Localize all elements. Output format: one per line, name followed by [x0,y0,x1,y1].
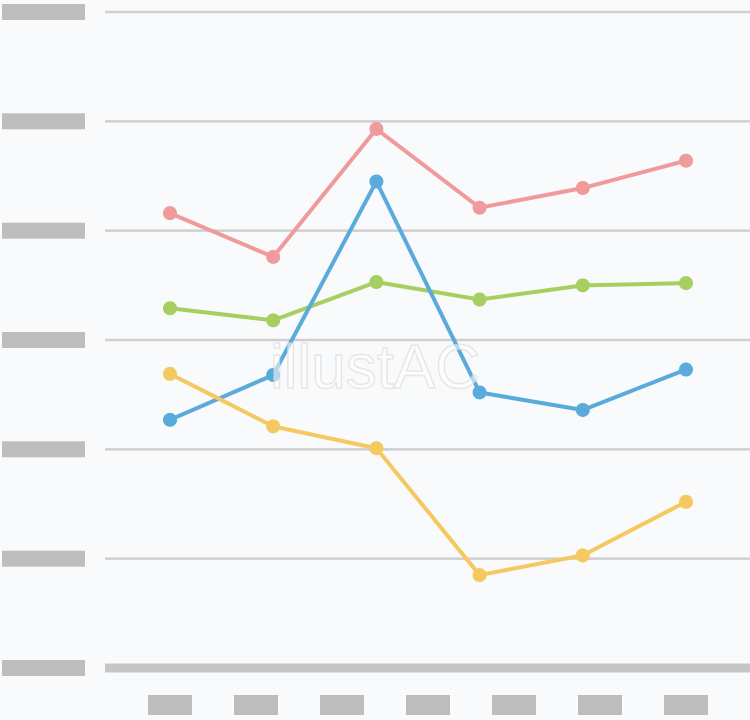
x-label-placeholder [320,695,364,715]
y-tick-placeholder [2,113,85,130]
watermark: illustAC [270,333,480,402]
point [472,292,487,307]
point [679,276,693,291]
series-line [169,126,687,259]
y-tick-placeholder [2,222,85,239]
point [266,313,281,328]
point [369,174,384,189]
point [266,249,281,264]
y-tick-placeholder [2,441,85,458]
point [679,494,693,509]
x-placeholders [148,695,708,715]
point [369,121,384,136]
point [472,385,487,400]
series-line [169,372,687,578]
y-tick-placeholder [2,332,85,348]
y-tick-placeholder [2,550,85,567]
y-tick-placeholder [2,660,85,676]
x-label-placeholder [234,695,278,715]
point [163,301,177,316]
point [266,367,281,382]
x-label-placeholder [578,695,622,715]
point [472,200,487,215]
point [266,419,281,434]
x-label-placeholder [664,695,708,715]
point [369,275,384,290]
x-label-placeholder [148,695,192,715]
x-label-placeholder [492,695,536,715]
point [163,412,177,427]
point [575,181,590,196]
point [163,366,177,381]
point [575,402,590,417]
series-line [169,179,687,422]
point [472,568,487,583]
point [679,153,693,168]
point [575,278,590,293]
x-label-placeholder [406,695,450,715]
point [369,441,384,456]
point [163,206,177,221]
y-tick-placeholder [2,4,85,20]
point [679,362,693,377]
point [575,548,590,563]
